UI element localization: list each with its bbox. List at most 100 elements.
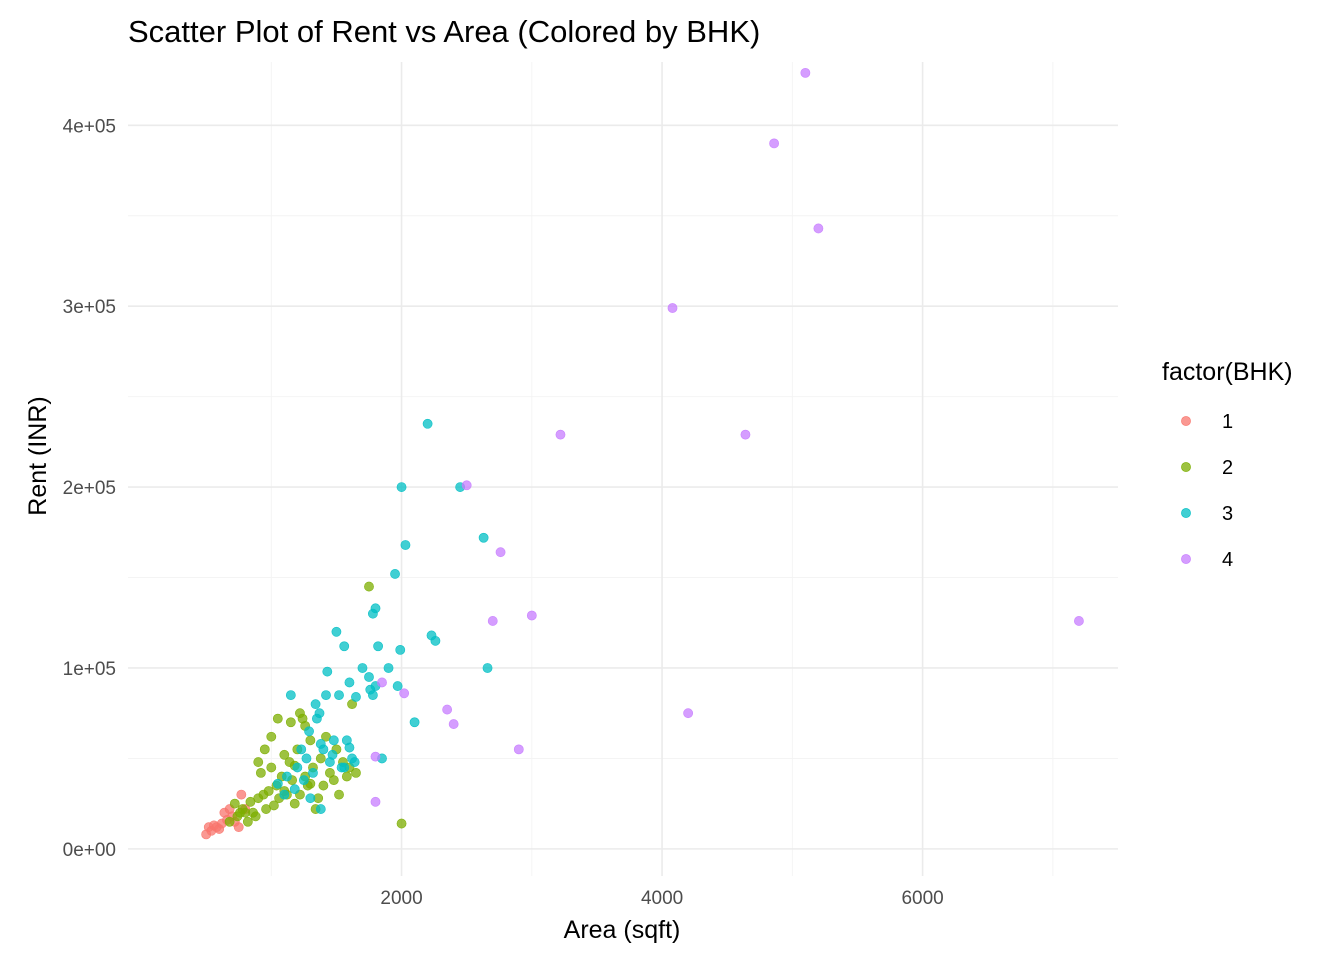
data-point (370, 751, 381, 762)
data-point (390, 569, 400, 579)
legend-label: 2 (1222, 457, 1233, 479)
y-axis-title: Rent (INR) (24, 396, 52, 515)
data-point (357, 663, 368, 673)
data-point (266, 731, 277, 742)
data-point (305, 793, 316, 804)
legend-swatch (1181, 554, 1191, 564)
data-point (314, 708, 325, 719)
data-point (331, 626, 342, 637)
series-3-points (272, 418, 493, 814)
data-point (282, 771, 292, 782)
data-point (328, 775, 339, 786)
data-point (296, 744, 307, 755)
data-point (295, 708, 305, 719)
legend-label: 4 (1222, 549, 1233, 571)
data-point (321, 690, 331, 701)
data-point (318, 780, 329, 791)
data-point (409, 717, 420, 728)
data-point (279, 749, 290, 760)
legend-item: 2 (1181, 457, 1233, 479)
data-point (308, 767, 318, 778)
data-point (315, 739, 326, 749)
y-tick-label: 0e+00 (63, 840, 116, 861)
legend-label: 3 (1222, 503, 1233, 525)
data-point (448, 719, 459, 729)
data-point (396, 482, 407, 492)
data-point (461, 480, 472, 491)
data-point (769, 138, 780, 149)
y-tick-label: 4e+05 (63, 116, 116, 137)
data-point (339, 641, 350, 652)
chart-title: Scatter Plot of Rent vs Area (Colored by… (128, 14, 760, 49)
legend-label: 1 (1222, 411, 1233, 433)
data-point (740, 429, 751, 440)
grid (128, 62, 1118, 876)
legend-title: factor(BHK) (1162, 358, 1293, 386)
data-point (399, 688, 410, 699)
data-point (327, 749, 338, 760)
data-point (229, 798, 240, 809)
data-point (526, 610, 537, 621)
data-point (349, 757, 360, 767)
data-point (370, 796, 381, 807)
data-point (800, 67, 811, 78)
data-point (272, 778, 283, 789)
y-tick-label: 1e+05 (63, 659, 116, 680)
data-point (266, 762, 277, 773)
data-point (364, 672, 374, 682)
data-point (364, 581, 374, 592)
data-point (555, 429, 566, 440)
legend-item: 1 (1181, 411, 1233, 433)
data-point (304, 726, 314, 737)
data-point (367, 690, 378, 701)
data-point (495, 547, 506, 558)
data-point (430, 635, 441, 646)
data-point (683, 708, 694, 719)
data-point (392, 681, 403, 691)
data-point (250, 811, 261, 822)
data-point (344, 677, 355, 688)
data-point (289, 784, 300, 795)
data-point (513, 744, 524, 755)
data-point (233, 822, 244, 833)
data-point (370, 603, 381, 614)
data-point (301, 753, 312, 764)
data-point (341, 771, 352, 782)
data-point (236, 789, 247, 800)
data-point (310, 699, 321, 710)
y-tick-label: 2e+05 (63, 478, 116, 499)
data-point (400, 540, 411, 550)
data-point (315, 804, 326, 814)
data-point (351, 767, 361, 778)
data-point (344, 742, 355, 753)
series-4-points (370, 67, 1084, 807)
data-point (442, 704, 453, 715)
data-point (339, 762, 350, 773)
y-axis-ticks: 0e+00 1e+05 2e+05 3e+05 4e+05 (63, 116, 116, 861)
x-tick-label: 6000 (901, 888, 943, 909)
data-point (224, 816, 235, 827)
data-point (377, 677, 387, 688)
data-point (351, 692, 361, 702)
data-points (201, 67, 1084, 840)
x-axis-ticks: 2000 4000 6000 (380, 888, 943, 909)
data-point (279, 789, 290, 800)
data-point (395, 644, 406, 655)
legend-item: 4 (1181, 549, 1233, 571)
data-point (253, 757, 264, 767)
data-point (268, 800, 279, 811)
data-point (255, 767, 266, 778)
data-point (396, 818, 407, 829)
data-point (272, 713, 283, 724)
data-point (373, 641, 384, 652)
data-point (298, 775, 309, 786)
data-point (478, 532, 489, 543)
legend-swatch (1181, 462, 1191, 472)
data-point (322, 666, 333, 677)
x-tick-label: 2000 (380, 888, 422, 909)
legend-swatch (1181, 508, 1191, 518)
data-point (292, 762, 303, 773)
x-axis-title: Area (sqft) (564, 916, 681, 944)
y-tick-label: 3e+05 (63, 297, 116, 318)
